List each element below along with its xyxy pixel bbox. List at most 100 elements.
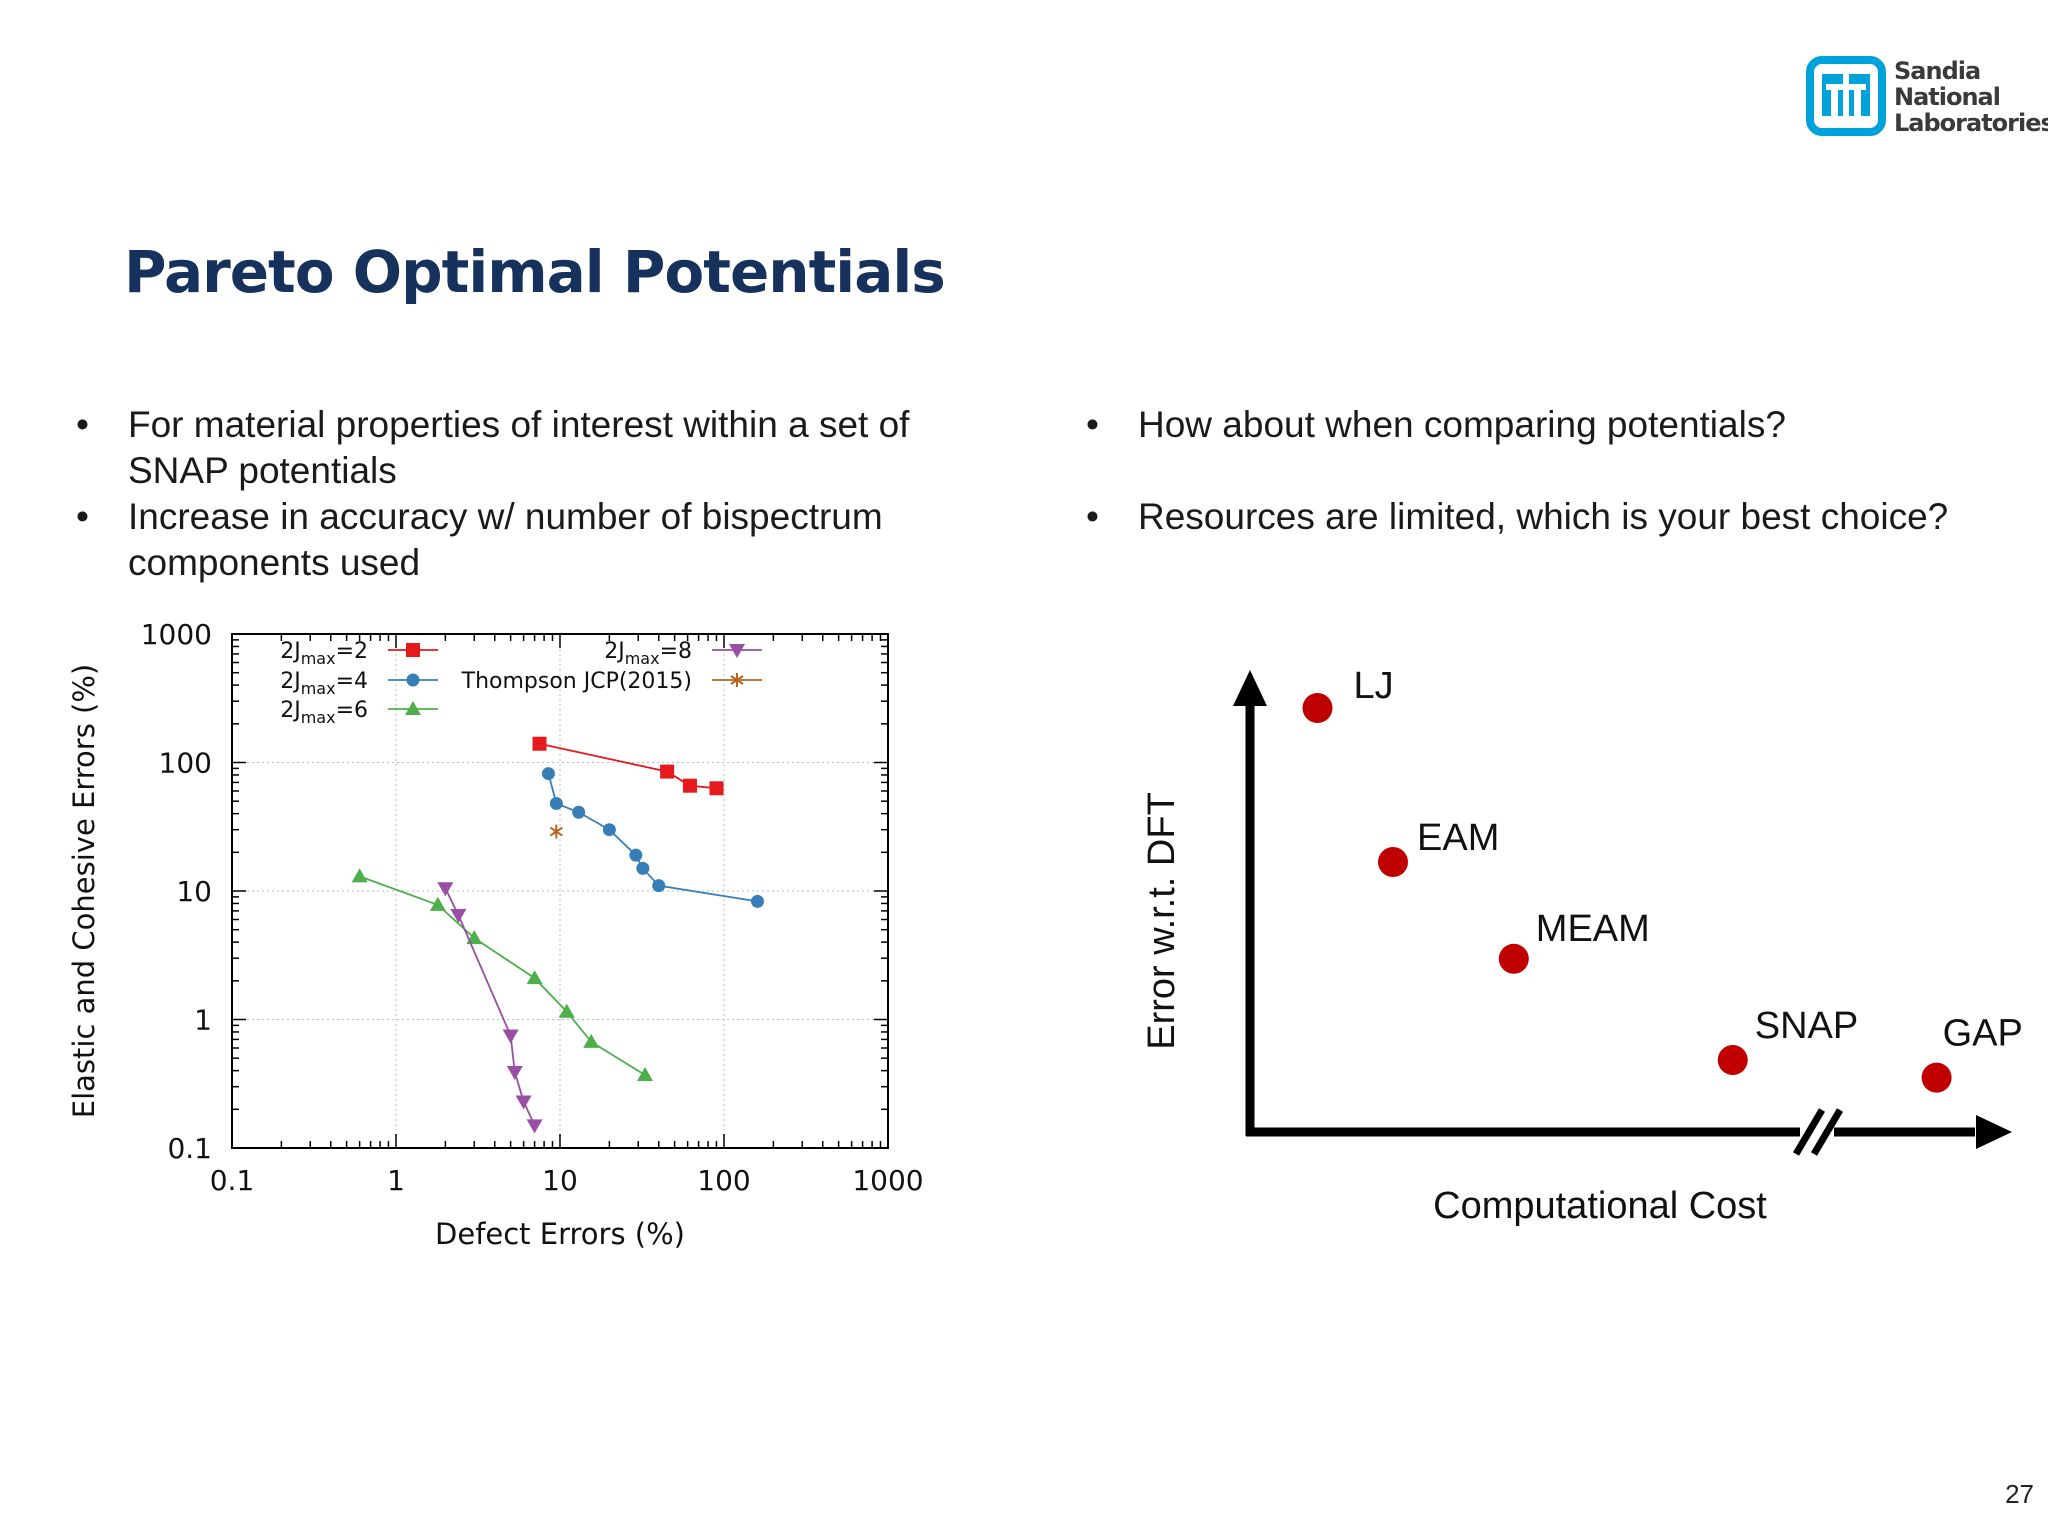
- series-line: [359, 875, 646, 1076]
- x-tick-label: 100: [697, 1164, 750, 1197]
- circle-marker: [629, 848, 643, 862]
- series-5: [549, 824, 563, 839]
- circle-marker: [636, 861, 650, 875]
- page-number: 27: [2005, 1479, 2034, 1509]
- triangle-up-marker: [466, 930, 483, 945]
- potential-point-lj: [1302, 693, 1333, 723]
- triangle-up-marker: [351, 868, 368, 883]
- circle-marker: [406, 673, 420, 687]
- square-marker: [709, 781, 724, 796]
- concept-y-axis-label: Error w.r.t. DFT: [1141, 792, 1183, 1050]
- legend-entry-3: 2Jmax=6: [280, 698, 438, 727]
- triangle-down-marker: [729, 644, 745, 658]
- triangle-down-marker: [515, 1095, 532, 1110]
- legend-entry-1: 2Jmax=2: [280, 639, 438, 668]
- potential-label-eam: EAM: [1417, 817, 1499, 859]
- logo-line-3: Laboratories: [1894, 109, 2048, 137]
- y-axis-arrowhead: [1233, 670, 1267, 706]
- series-line: [539, 742, 717, 790]
- legend-entry-4: 2Jmax=8: [604, 639, 762, 668]
- legend-entry-5: Thompson JCP(2015): [461, 669, 762, 694]
- legend-label-sub: max: [301, 649, 336, 668]
- square-marker: [532, 736, 547, 751]
- series-line: [547, 773, 758, 903]
- potential-point-snap: [1717, 1045, 1748, 1075]
- logo-line-1: Sandia: [1894, 57, 1981, 85]
- series-2: [541, 767, 764, 908]
- series-3: [351, 868, 654, 1081]
- y-tick-label: 1: [194, 1004, 212, 1037]
- square-marker: [406, 643, 420, 657]
- left-bullet-list: For material properties of interest with…: [76, 402, 976, 586]
- axis-break-gap: [1800, 1126, 1834, 1138]
- slide-title: Pareto Optimal Potentials: [124, 238, 946, 306]
- circle-marker: [652, 879, 666, 893]
- legend-label-base: 2J: [280, 639, 301, 664]
- x-tick-label: 1: [387, 1164, 405, 1197]
- thunderbird-icon: [1806, 56, 1886, 136]
- legend-label-sub: max: [625, 649, 660, 668]
- circle-marker: [750, 894, 764, 908]
- legend-label-suffix: =8: [660, 639, 692, 664]
- x-axis-label: Defect Errors (%): [435, 1217, 685, 1251]
- x-tick-label: 1000: [852, 1164, 923, 1197]
- triangle-up-marker: [558, 1003, 575, 1018]
- triangle-down-marker: [506, 1066, 523, 1081]
- potential-label-lj: LJ: [1354, 665, 1394, 707]
- axis-break-mark: [1792, 1108, 1826, 1156]
- legend-label: 2Jmax=8: [604, 639, 692, 668]
- circle-marker: [549, 796, 563, 810]
- legend-label-base: 2J: [280, 669, 301, 694]
- legend-label-base: 2J: [604, 639, 625, 664]
- triangle-up-marker: [637, 1066, 654, 1081]
- x-tick-label: 0.1: [210, 1164, 255, 1197]
- circle-marker: [602, 823, 616, 837]
- legend-label: 2Jmax=6: [280, 698, 368, 727]
- circle-marker: [541, 767, 555, 781]
- y-tick-label: 0.1: [167, 1132, 212, 1165]
- right-bullet-2: Resources are limited, which is your bes…: [1086, 494, 2026, 540]
- triangle-down-marker: [450, 909, 467, 924]
- legend-label-base: 2J: [280, 698, 301, 723]
- legend-label-suffix: =4: [336, 669, 368, 694]
- legend-label-sub: max: [301, 679, 336, 698]
- right-bullet-list: How about when comparing potentials? Res…: [1086, 402, 2026, 540]
- left-bullet-2: Increase in accuracy w/ number of bispec…: [76, 494, 976, 586]
- x-axis-arrowhead: [1976, 1115, 2012, 1149]
- series-4: [437, 882, 543, 1134]
- asterisk-stroke: [730, 675, 744, 685]
- sandia-logo: Sandia National Laboratories: [1806, 56, 2048, 146]
- asterisk-stroke: [549, 826, 563, 837]
- legend-label-sub: max: [301, 708, 336, 727]
- triangle-down-marker: [502, 1029, 519, 1044]
- square-marker: [682, 778, 697, 793]
- legend-entry-2: 2Jmax=4: [280, 669, 438, 698]
- asterisk-stroke: [549, 826, 563, 837]
- potential-point-eam: [1378, 847, 1408, 877]
- legend-label: Thompson JCP(2015): [461, 669, 692, 694]
- triangle-up-marker: [405, 701, 421, 715]
- axis-break-mark: [1810, 1108, 1844, 1156]
- triangle-up-marker: [583, 1033, 600, 1048]
- y-axis-label: Elastic and Cohesive Errors (%): [67, 664, 101, 1118]
- series-line: [444, 887, 536, 1126]
- legend-label-suffix: =2: [336, 639, 368, 664]
- triangle-down-marker: [526, 1119, 543, 1134]
- logo-line-2: National: [1894, 83, 2001, 111]
- y-tick-label: 10: [176, 875, 212, 908]
- concept-x-axis-label: Computational Cost: [1433, 1185, 1767, 1227]
- potential-label-meam: MEAM: [1536, 908, 1650, 950]
- triangle-down-marker: [437, 882, 454, 897]
- asterisk-stroke: [730, 675, 744, 685]
- y-tick-label: 1000: [141, 618, 212, 651]
- right-bullet-1: How about when comparing potentials?: [1086, 402, 2026, 448]
- triangle-up-marker: [526, 970, 543, 985]
- asterisk-marker: [549, 824, 563, 839]
- square-marker: [660, 764, 675, 779]
- y-tick-label: 100: [159, 747, 212, 780]
- potential-point-meam: [1498, 943, 1529, 974]
- legend-label: 2Jmax=2: [280, 639, 368, 668]
- left-bullet-1: For material properties of interest with…: [76, 402, 976, 494]
